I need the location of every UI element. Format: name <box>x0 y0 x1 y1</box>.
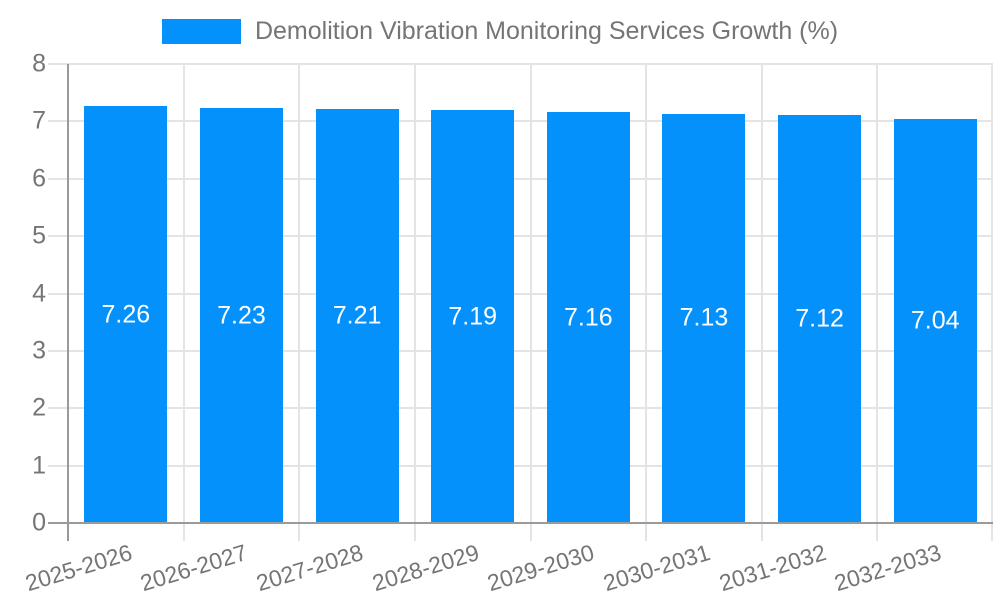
bar[interactable]: 7.23 <box>199 108 283 523</box>
x-axis-line <box>48 522 993 524</box>
y-tick-label: 7 <box>32 106 46 135</box>
bar-band: 7.21 <box>299 64 415 523</box>
y-tick-label: 4 <box>32 279 46 307</box>
bar-value-label: 7.21 <box>332 301 382 330</box>
x-tick-label: 2031-2032 <box>715 539 829 597</box>
bar[interactable]: 7.04 <box>893 119 977 523</box>
gridline-horizontal <box>48 120 993 123</box>
y-tick-label: 3 <box>32 336 46 365</box>
gridline-horizontal <box>48 177 993 180</box>
bar[interactable]: 7.16 <box>546 112 630 523</box>
x-tick-label: 2032-2033 <box>831 539 945 597</box>
x-tick-label: 2027-2028 <box>253 539 367 597</box>
gridline-horizontal <box>48 292 993 295</box>
gridline-vertical <box>876 64 879 541</box>
y-tick-label: 8 <box>32 49 46 78</box>
legend-label[interactable]: Demolition Vibration Monitoring Services… <box>254 17 839 45</box>
bar[interactable]: 7.21 <box>315 109 399 523</box>
bar-band: 7.23 <box>184 64 300 523</box>
bar-value-label: 7.16 <box>563 303 613 332</box>
y-tick-label: 6 <box>32 164 46 193</box>
bar-band: 7.16 <box>531 64 647 523</box>
y-axis-line <box>67 64 69 541</box>
bar[interactable]: 7.26 <box>84 106 168 523</box>
y-tick-label: 2 <box>32 393 46 422</box>
plot-area: 7.26 2025-2026 7.23 2026-2027 7.21 2027-2028 7… <box>22 63 993 596</box>
x-tick-label: 2028-2029 <box>368 539 482 597</box>
bar-value-label: 7.12 <box>795 304 844 333</box>
legend-swatch-icon[interactable] <box>161 19 241 44</box>
gridline-horizontal <box>48 235 993 238</box>
y-axis-labels: 0 1 2 3 4 5 6 7 8 <box>0 51 46 535</box>
x-tick-label: 2029-2030 <box>484 539 598 597</box>
x-tick-label: 2026-2027 <box>137 539 251 597</box>
y-tick-label: 1 <box>32 451 46 480</box>
bar-band: 7.19 <box>415 64 531 523</box>
bar[interactable]: 7.13 <box>662 113 746 523</box>
bar-band: 7.04 <box>877 64 993 523</box>
bar-value-label: 7.13 <box>679 303 729 332</box>
gridline-vertical <box>529 64 532 541</box>
gridline-vertical <box>298 64 301 541</box>
bar-band: 7.13 <box>646 64 762 523</box>
legend[interactable]: Demolition Vibration Monitoring Services… <box>0 17 1000 46</box>
gridline-vertical <box>645 64 648 541</box>
bar[interactable]: 7.19 <box>431 110 515 523</box>
bar[interactable]: 7.12 <box>778 114 862 523</box>
gridline-vertical <box>760 64 763 541</box>
gridline-vertical <box>413 64 416 541</box>
y-tick-label: 0 <box>32 508 46 537</box>
gridline-horizontal <box>48 63 993 65</box>
x-tick-label: 2030-2031 <box>600 539 713 597</box>
bar-value-label: 7.04 <box>910 306 960 335</box>
gridline-horizontal <box>48 349 993 352</box>
gridline-horizontal <box>48 407 993 410</box>
gridline-vertical <box>991 64 993 541</box>
bar-value-label: 7.26 <box>101 300 151 329</box>
gridline-horizontal <box>48 464 993 467</box>
bar-value-label: 7.19 <box>448 302 498 331</box>
bar-value-label: 7.23 <box>217 301 266 330</box>
x-tick-label: 2025-2026 <box>22 539 135 597</box>
gridline-vertical <box>182 64 185 541</box>
y-tick-label: 5 <box>32 221 46 250</box>
bar-band: 7.26 <box>68 64 184 523</box>
bar-band: 7.12 <box>762 64 878 523</box>
